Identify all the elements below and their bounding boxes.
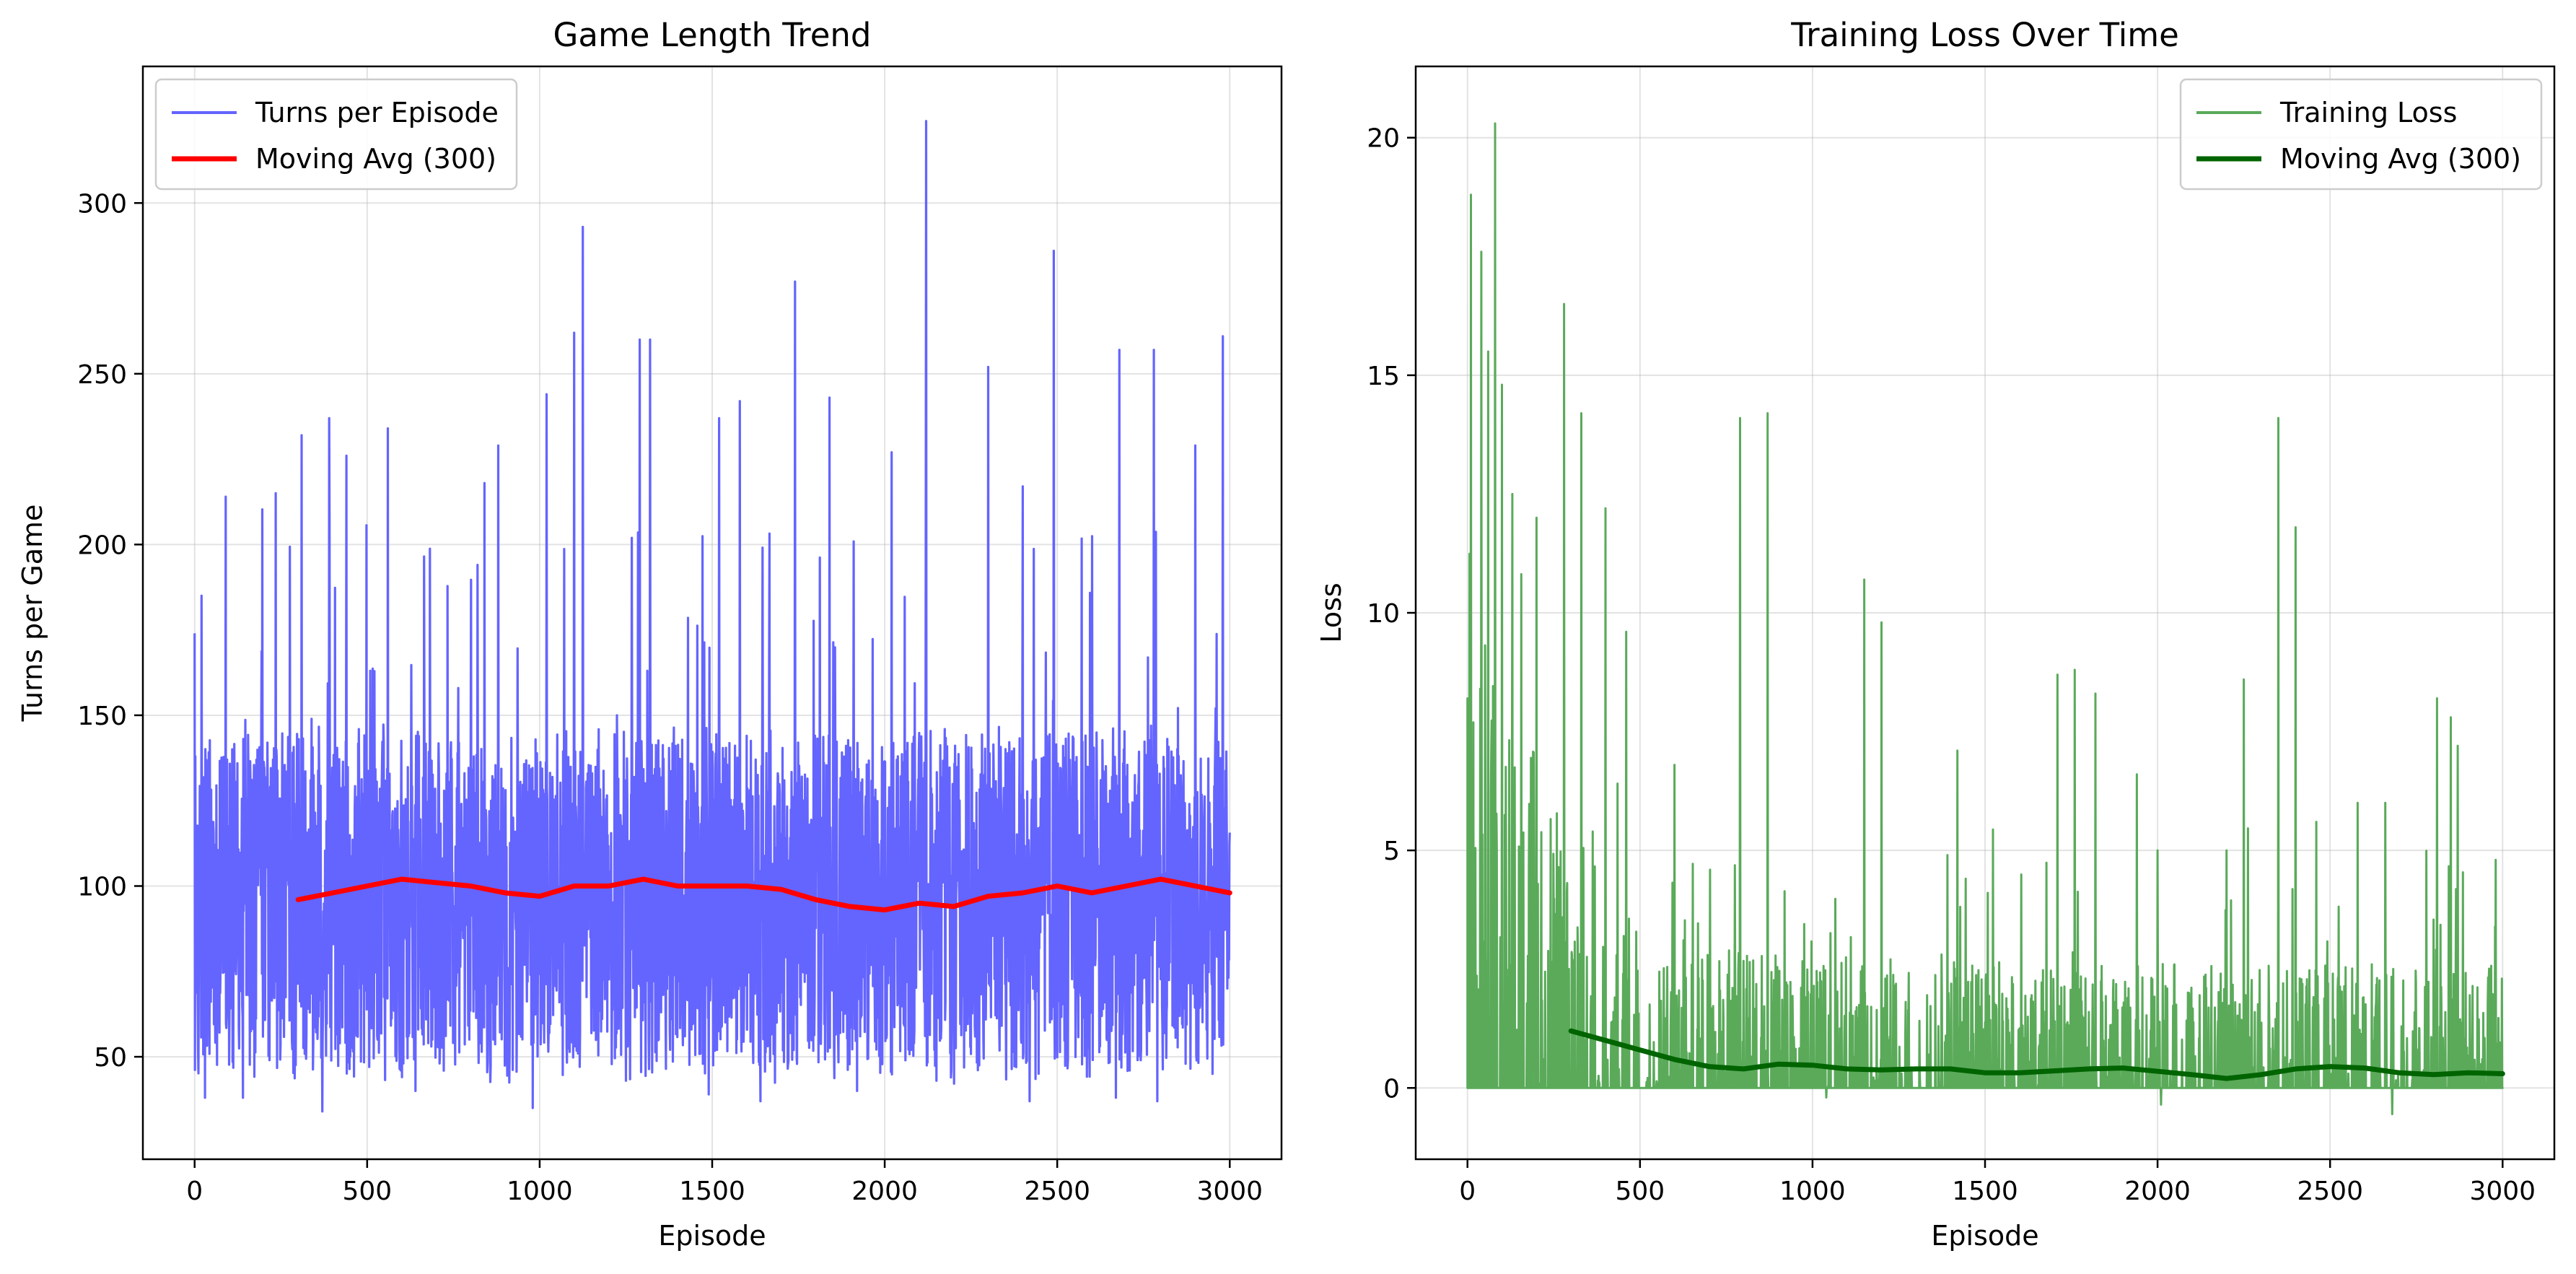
y-tick-label: 5 (1383, 837, 1400, 866)
legend-label: Moving Avg (300) (2280, 143, 2521, 175)
chart-title: Training Loss Over Time (1790, 16, 2179, 54)
y-tick-label: 50 (94, 1043, 127, 1073)
series-training-loss (1466, 122, 2504, 1115)
y-tick-label: 100 (77, 873, 127, 902)
chart-game-length: 0 500 1000 1500 2000 2500 3000 50 100 150 200 250 30… (17, 16, 1283, 1252)
y-tick-label: 10 (1367, 599, 1400, 629)
y-tick-label: 0 (1383, 1074, 1400, 1104)
legend-label: Training Loss (2279, 97, 2457, 128)
legend-label: Turns per Episode (255, 97, 499, 128)
legend-label: Moving Avg (300) (255, 143, 496, 175)
y-tick-label: 15 (1367, 362, 1400, 391)
series-moving-avg-300 (295, 876, 1232, 913)
x-tick-label: 2500 (2297, 1177, 2363, 1206)
x-tick-label: 1500 (1952, 1177, 2018, 1206)
series-turns-per-episode (193, 120, 1231, 1113)
y-tick-label: 20 (1367, 124, 1400, 154)
y-tick-label: 300 (77, 189, 127, 219)
x-tick-label: 1000 (1779, 1177, 1846, 1206)
y-tick-label: 250 (77, 360, 127, 390)
x-tick-label: 500 (1615, 1177, 1665, 1206)
series-moving-avg-300 (1568, 1028, 2505, 1081)
legend: Turns per Episode Moving Avg (300) (154, 78, 518, 191)
x-tick-label: 0 (1459, 1177, 1476, 1206)
x-tick-label: 3000 (2469, 1177, 2536, 1206)
x-tick-label: 500 (342, 1177, 392, 1206)
plot-area (193, 120, 1232, 1113)
x-tick-label: 2000 (2124, 1177, 2191, 1206)
y-tick-label: 150 (77, 702, 127, 731)
x-tick-label: 3000 (1196, 1177, 1263, 1206)
y-axis-label: Turns per Game (17, 505, 48, 723)
y-tick-label: 200 (77, 531, 127, 560)
x-tick-label: 2500 (1024, 1177, 1090, 1206)
chart-training-loss: 0 500 1000 1500 2000 2500 3000 0 5 10 15 20 Training… (1315, 16, 2556, 1252)
x-axis-label: Episode (658, 1220, 766, 1252)
x-tick-label: 1500 (679, 1177, 745, 1206)
x-tick-label: 0 (186, 1177, 203, 1206)
plot-area (1466, 122, 2505, 1115)
legend-box (154, 78, 518, 191)
x-tick-label: 2000 (851, 1177, 918, 1206)
chart-title: Game Length Trend (553, 16, 872, 54)
legend: Training Loss Moving Avg (300) (2179, 78, 2543, 191)
x-tick-label: 1000 (507, 1177, 573, 1206)
x-axis-label: Episode (1931, 1220, 2038, 1252)
y-axis-label: Loss (1315, 583, 1347, 642)
legend-box (2179, 78, 2543, 191)
